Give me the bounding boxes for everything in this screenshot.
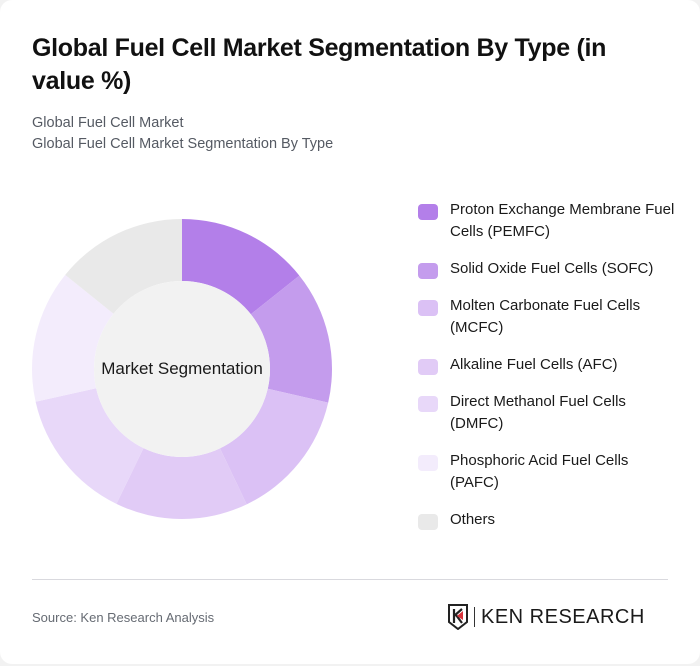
chart-legend: Proton Exchange Membrane Fuel Cells (PEM…	[418, 199, 678, 546]
legend-label: Molten Carbonate Fuel Cells (MCFC)	[450, 297, 641, 336]
logo-separator	[474, 607, 475, 627]
donut-chart: Market Segmentation	[32, 219, 332, 519]
chart-subtitle: Global Fuel Cell Market Global Fuel Cell…	[32, 113, 333, 155]
chart-title: Global Fuel Cell Market Segmentation By …	[32, 34, 607, 95]
legend-swatch	[418, 514, 438, 530]
donut-slice[interactable]	[219, 388, 329, 505]
legend-label: Phosphoric Acid Fuel Cells (PAFC)	[450, 452, 629, 491]
legend-label: Others	[450, 511, 496, 528]
legend-swatch	[418, 263, 438, 279]
legend-swatch	[418, 396, 438, 412]
legend-item-pemfc[interactable]: Proton Exchange Membrane Fuel Cells (PEM…	[418, 199, 678, 243]
legend-label: Alkaline Fuel Cells (AFC)	[450, 356, 618, 373]
legend-item-others[interactable]: Others	[418, 509, 678, 531]
donut-slice[interactable]	[35, 388, 144, 504]
donut-slice[interactable]	[65, 219, 182, 314]
legend-swatch	[418, 300, 438, 316]
subtitle-market: Global Fuel Cell Market	[32, 115, 184, 131]
legend-swatch	[418, 204, 438, 220]
legend-label: Direct Methanol Fuel Cells (DMFC)	[450, 393, 626, 432]
donut-slice[interactable]	[116, 448, 247, 519]
legend-item-afc[interactable]: Alkaline Fuel Cells (AFC)	[418, 354, 678, 376]
logo-text: KEN RESEARCH	[481, 605, 645, 628]
legend-item-sofc[interactable]: Solid Oxide Fuel Cells (SOFC)	[418, 258, 678, 280]
legend-item-dmfc[interactable]: Direct Methanol Fuel Cells (DMFC)	[418, 391, 678, 435]
donut-svg	[32, 219, 332, 519]
subtitle-segmentation: Global Fuel Cell Market Segmentation By …	[32, 136, 334, 152]
legend-item-mcfc[interactable]: Molten Carbonate Fuel Cells (MCFC)	[418, 295, 678, 339]
donut-slice[interactable]	[250, 275, 332, 403]
legend-item-pafc[interactable]: Phosphoric Acid Fuel Cells (PAFC)	[418, 450, 678, 494]
donut-hole	[94, 281, 270, 457]
donut-slice[interactable]	[182, 219, 300, 315]
ken-research-logo: KEN RESEARCH	[447, 604, 645, 630]
footer-divider	[32, 579, 668, 580]
ken-research-shield-icon	[448, 604, 468, 630]
legend-swatch	[418, 359, 438, 375]
legend-swatch	[418, 455, 438, 471]
legend-label: Solid Oxide Fuel Cells (SOFC)	[450, 260, 654, 277]
legend-label: Proton Exchange Membrane Fuel Cells (PEM…	[450, 201, 675, 240]
donut-slice[interactable]	[32, 274, 114, 402]
source-note: Source: Ken Research Analysis	[32, 610, 215, 625]
